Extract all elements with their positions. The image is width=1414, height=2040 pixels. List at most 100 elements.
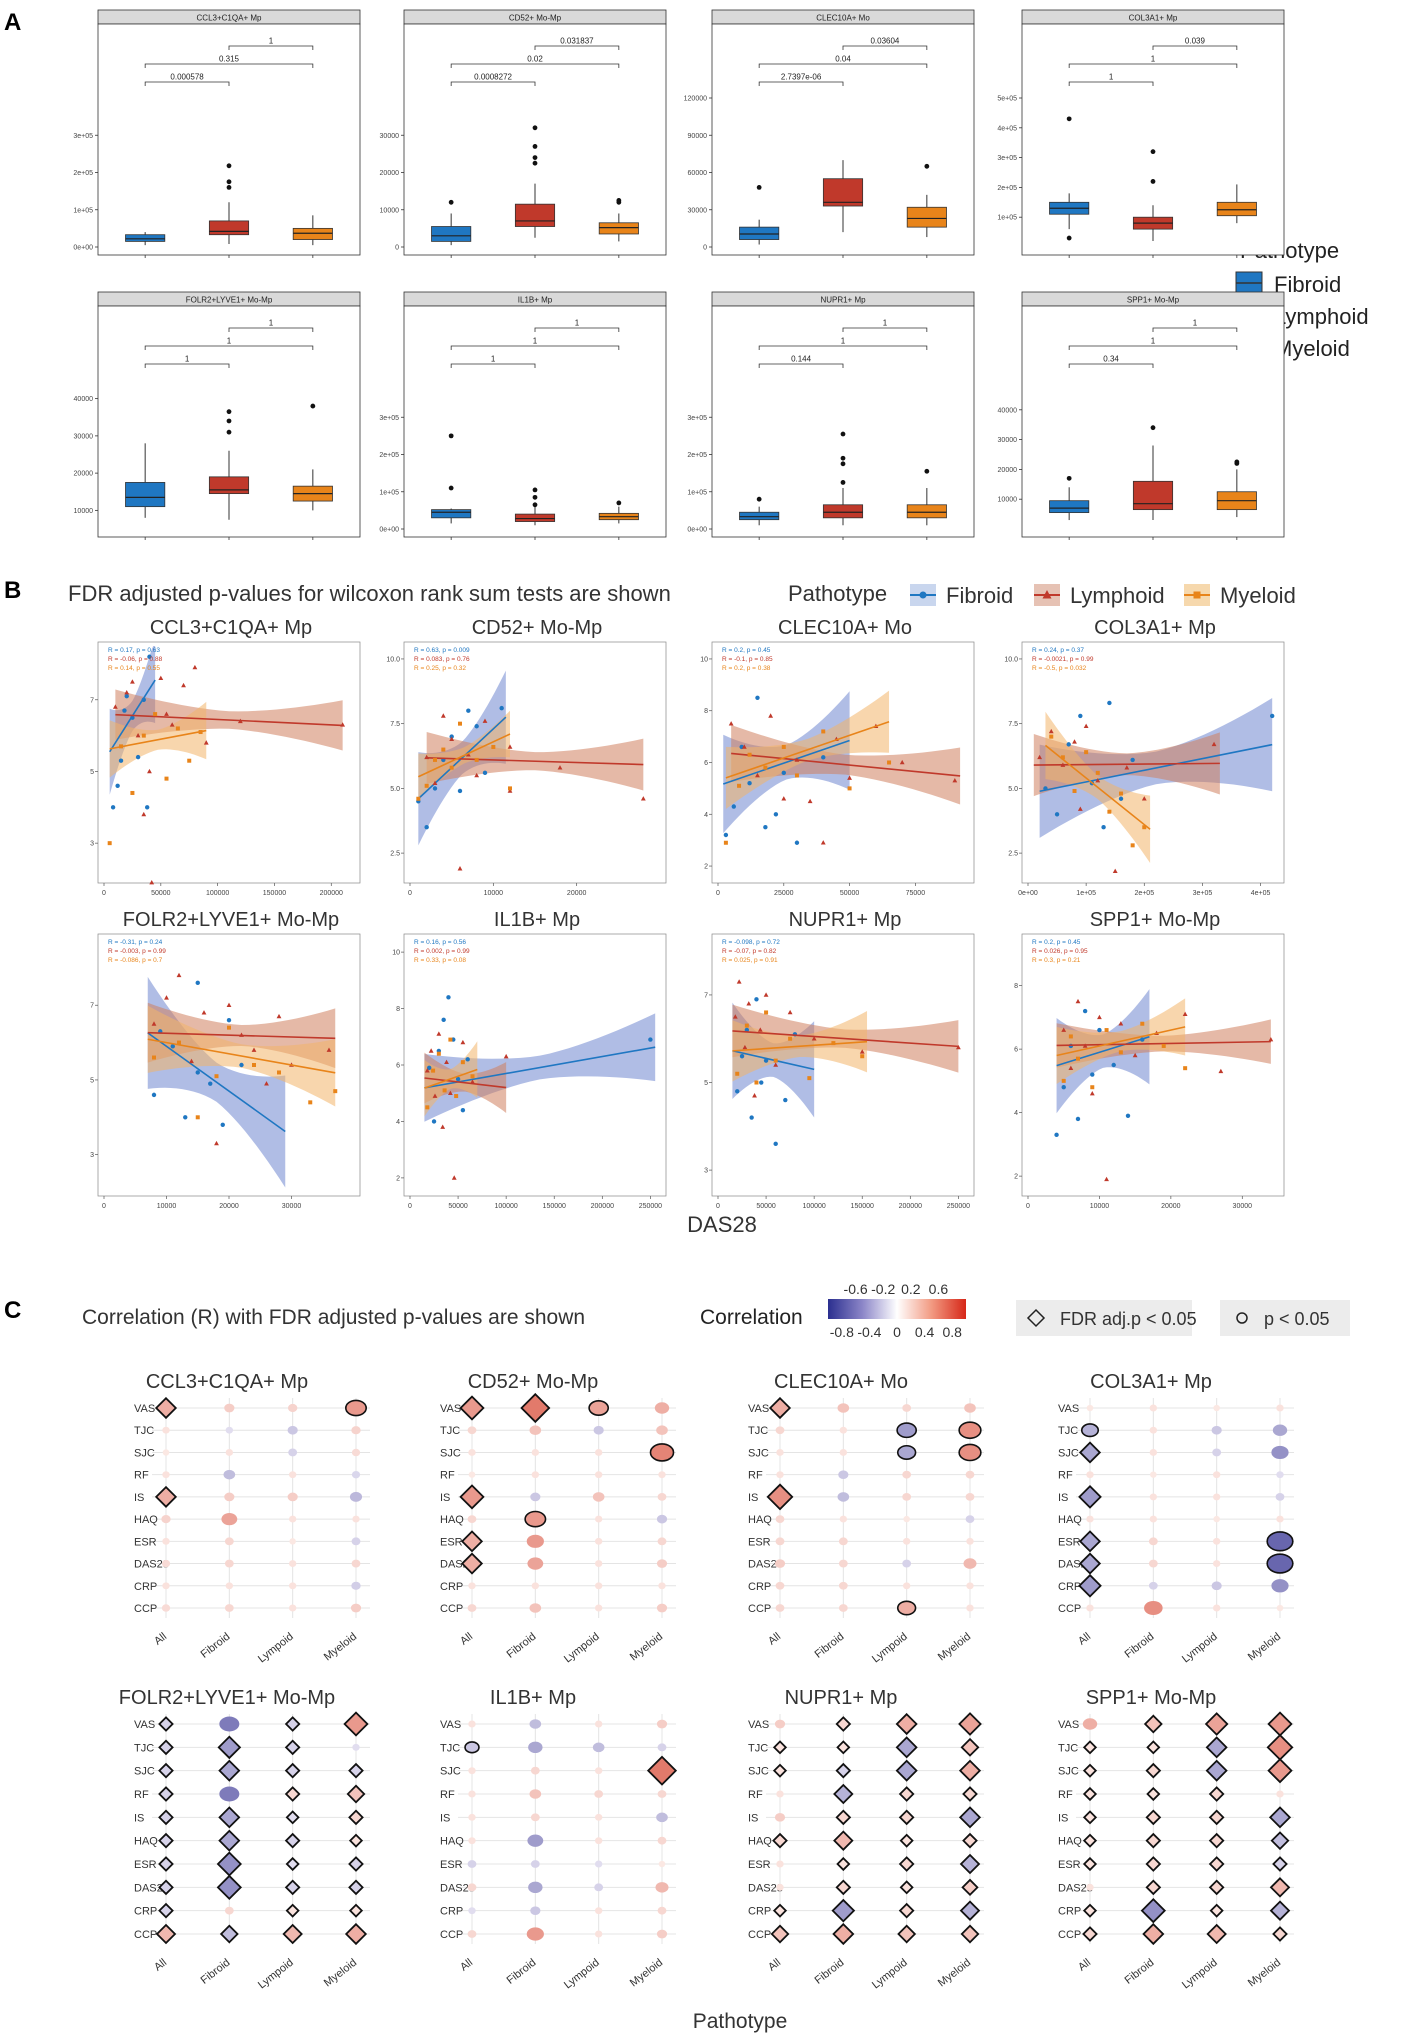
row-label: SJC xyxy=(440,1447,461,1459)
cell-dot xyxy=(1149,1515,1158,1523)
cell-diamond xyxy=(833,1783,854,1805)
cell-diamond xyxy=(284,1739,301,1756)
box-lymphoid xyxy=(208,476,250,495)
scatter-title: FOLR2+LYVE1+ Mo-Mp xyxy=(123,909,339,931)
y-tick-label: 7 xyxy=(90,697,94,704)
x-tick-label: 50000 xyxy=(840,890,860,897)
point-myeloid xyxy=(737,783,742,788)
sig-label: 0.03604 xyxy=(870,37,899,46)
cell-dot xyxy=(467,1604,477,1612)
x-tick-label: 20000 xyxy=(219,1203,239,1210)
outlier-point xyxy=(448,433,454,439)
point-lymphoid xyxy=(340,722,346,727)
cell-diamond xyxy=(1082,1786,1098,1802)
point-lymphoid xyxy=(757,1027,763,1032)
col-label: Myeloid xyxy=(1246,1631,1283,1664)
point-fibroid xyxy=(1140,1037,1145,1042)
cell-dot xyxy=(838,1581,848,1590)
x-tick-label: 30000 xyxy=(282,1203,302,1210)
x-tick-label: 4e+05 xyxy=(1251,890,1271,897)
col-label: Myeloid xyxy=(936,1631,973,1664)
row-label: CRP xyxy=(134,1581,157,1593)
point-lymphoid xyxy=(203,740,209,745)
cell-diamond xyxy=(1208,1832,1225,1849)
row-label: HAQ xyxy=(1058,1836,1082,1848)
row-label: DAS28 xyxy=(748,1559,783,1571)
legend-b-key-fibroid xyxy=(910,584,936,606)
legend-c-box-circle xyxy=(1220,1300,1350,1336)
cell-dot xyxy=(658,1860,666,1868)
cell-dot xyxy=(657,1906,667,1915)
cell-dot xyxy=(1271,1579,1289,1593)
dotmatrix-title: CLEC10A+ Mo xyxy=(774,1371,908,1393)
x-tick-label: 0 xyxy=(408,890,412,897)
box-myeloid xyxy=(1216,201,1257,217)
y-tick-label: 3e+05 xyxy=(997,155,1017,162)
colorbar xyxy=(828,1299,966,1319)
legend-diamond-label: FDR adj.p < 0.05 xyxy=(1060,1309,1197,1329)
strip-title: IL1B+ Mp xyxy=(518,296,553,305)
dotmatrix-title: NUPR1+ Mp xyxy=(785,1687,898,1709)
row-label: VAS xyxy=(1058,1403,1079,1415)
point-myeloid xyxy=(424,783,429,788)
cell-diamond xyxy=(835,1809,852,1826)
correlation-annotation: R = 0.16, p = 0.56 xyxy=(414,939,466,946)
row-label: RF xyxy=(748,1789,763,1801)
point-myeloid xyxy=(175,726,180,731)
cell-dot xyxy=(289,1538,296,1545)
row-label: TJC xyxy=(440,1742,460,1754)
cell-diamond xyxy=(343,1711,369,1737)
point-lymphoid xyxy=(1095,778,1101,783)
point-myeloid xyxy=(847,786,852,791)
panel-label-b: B xyxy=(4,577,21,604)
point-fibroid xyxy=(1269,713,1275,719)
cell-dot xyxy=(774,1812,786,1822)
col-label: All xyxy=(458,1957,475,1974)
outlier-point xyxy=(226,163,232,169)
point-lymphoid xyxy=(755,772,760,778)
cell-dot xyxy=(467,1930,477,1938)
cell-diamond xyxy=(348,1879,364,1896)
cell-dot xyxy=(1276,1790,1284,1798)
cell-dot xyxy=(656,1425,668,1436)
cell-diamond xyxy=(1082,1740,1098,1755)
point-myeloid xyxy=(723,840,728,845)
cell-dot xyxy=(288,1582,297,1590)
dotmatrix-title: COL3A1+ Mp xyxy=(1090,1371,1212,1393)
cell-dot xyxy=(965,1515,975,1524)
row-label: SJC xyxy=(134,1447,155,1459)
cell-diamond xyxy=(1082,1763,1098,1778)
x-tick-label: 10000 xyxy=(484,890,504,897)
col-label: All xyxy=(766,1631,783,1648)
cell-dot xyxy=(775,1581,785,1590)
outlier-point xyxy=(1150,149,1156,155)
cell-dot xyxy=(288,1448,298,1457)
charts-layer: CCL3+C1QA+ Mp 0e+00 1e+05 2e+05 3e+05 0.00057… xyxy=(73,9,1294,1991)
row-label: CRP xyxy=(134,1906,157,1918)
col-label: Lympoid xyxy=(870,1631,910,1666)
y-tick-label: 4e+05 xyxy=(997,125,1017,132)
y-tick-label: 5 xyxy=(90,1077,94,1084)
point-myeloid xyxy=(454,1094,459,1099)
y-tick-label: 1e+05 xyxy=(379,489,399,496)
cell-dot xyxy=(594,1560,603,1568)
y-tick-label: 6 xyxy=(704,760,708,767)
cell-dot xyxy=(529,1789,542,1799)
cell-dot xyxy=(774,1719,786,1729)
y-tick-label: 30000 xyxy=(998,437,1018,444)
x-tick-label: 100000 xyxy=(206,890,229,897)
cell-diamond xyxy=(218,1806,241,1829)
cell-dot xyxy=(531,1448,540,1456)
cell-dot xyxy=(902,1492,912,1501)
row-label: VAS xyxy=(440,1719,461,1731)
cell-dot xyxy=(224,1403,235,1413)
correlation-annotation: R = 0.25, p = 0.32 xyxy=(414,665,466,672)
cell-diamond xyxy=(1078,1530,1102,1553)
cell-diamond xyxy=(899,1833,914,1848)
x-tick-label: 150000 xyxy=(263,890,286,897)
dotmatrix-title: CD52+ Mo-Mp xyxy=(468,1371,599,1393)
colorbar-tick-top: 0.6 xyxy=(929,1281,949,1297)
point-fibroid xyxy=(735,1089,740,1094)
y-tick-label: 10000 xyxy=(998,497,1018,504)
point-fibroid xyxy=(648,1037,653,1042)
